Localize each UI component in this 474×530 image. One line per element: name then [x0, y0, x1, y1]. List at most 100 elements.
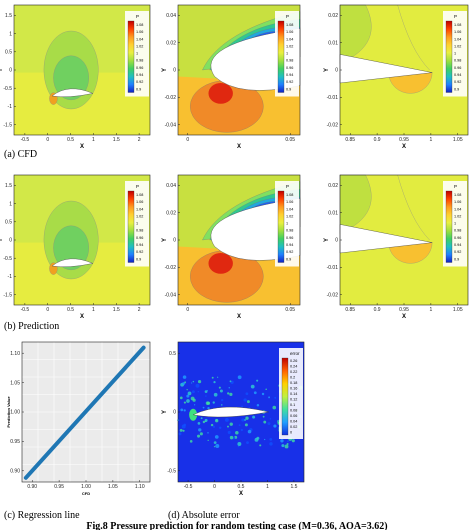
error-speck [179, 396, 183, 400]
x-axis-label: CFD [82, 491, 90, 496]
x-axis-label: X [80, 314, 84, 320]
x-tick-label: -0.5 [184, 484, 193, 490]
colorbar-tick-label: 1 [136, 52, 138, 56]
y-tick-label: 0.5 [169, 351, 176, 357]
y-tick-label: 0 [9, 68, 12, 74]
colorbar-tick-label: 1.08 [454, 193, 461, 197]
error-speck [202, 406, 205, 409]
error-speck [264, 438, 266, 441]
colorbar-tick-label: 1.04 [286, 207, 293, 211]
colorbar-tick-label: 0.18 [290, 381, 297, 385]
contour-region [208, 253, 233, 274]
x-tick-label: 1.05 [453, 137, 463, 143]
y-tick-label: 1.00 [10, 410, 20, 416]
error-speck [183, 409, 186, 412]
colorbar-tick-label: 0.24 [290, 365, 297, 369]
error-speck [206, 390, 208, 392]
colorbar-tick-label: 1.02 [136, 214, 143, 218]
x-tick-label: 0.90 [27, 484, 37, 490]
error-speck [272, 405, 277, 410]
caption-d: (d) Absolute error [168, 510, 240, 521]
error-speck [191, 382, 193, 384]
error-speck [256, 379, 259, 382]
error-speck [227, 430, 231, 434]
colorbar [281, 357, 289, 436]
error-speck [287, 440, 289, 443]
y-axis-label: Y [162, 410, 168, 414]
error-speck [202, 420, 206, 424]
error-speck [186, 394, 190, 398]
colorbar-tick-label: 0.14 [290, 392, 297, 396]
panel: 0.90 0.95 1.00 1.05 1.10 1.10 1.05 1.00 0.95 0.90… [6, 341, 151, 496]
x-tick-label: 0.85 [345, 137, 355, 143]
error-speck [187, 391, 192, 396]
y-axis-label: Y [162, 68, 168, 72]
error-speck [268, 396, 271, 399]
error-speck [244, 419, 246, 421]
y-tick-label: 0 [173, 238, 176, 244]
error-speck [213, 445, 216, 448]
error-speck [228, 387, 230, 389]
contour-region [388, 242, 433, 264]
colorbar [127, 20, 135, 93]
colorbar-tick-label: 1.08 [136, 23, 143, 27]
error-speck [254, 437, 259, 442]
colorbar-tick-label: 0.96 [286, 66, 293, 70]
x-tick-label: 0.9 [374, 307, 381, 313]
y-tick-label: -0.02 [165, 265, 177, 271]
colorbar-tick-label: 1 [286, 52, 288, 56]
y-tick-label: -0.5 [3, 256, 12, 262]
x-tick-label: 1.00 [81, 484, 91, 490]
error-speck [269, 418, 272, 420]
y-tick-label: 0.01 [328, 40, 338, 46]
x-tick-label: 2 [138, 137, 141, 143]
x-tick-label: 0.9 [374, 137, 381, 143]
error-speck [197, 434, 201, 438]
error-speck [204, 418, 208, 422]
colorbar-tick-label: 0.22 [290, 370, 297, 374]
y-tick-label: 0.95 [10, 439, 20, 445]
panel: 0 0.05 0.04 0.02 0 -0.02 -0.04 X Y P 1.08 1.06 1.04 1… [162, 4, 301, 150]
colorbar [277, 190, 285, 263]
colorbar-title: P [454, 184, 457, 189]
error-speck [286, 442, 289, 445]
y-axis-label: Y [324, 68, 330, 72]
error-speck [197, 390, 200, 393]
x-tick-label: 0 [186, 307, 189, 313]
error-speck [192, 380, 195, 383]
panel: 0.85 0.9 0.95 1 1.05 0.02 0.01 0 -0.01 -0.02 X Y P 1.… [324, 4, 469, 150]
colorbar-tick-label: 0.06 [290, 414, 297, 418]
error-speck [247, 429, 252, 434]
colorbar-tick-label: 0.94 [454, 73, 461, 77]
error-speck [198, 428, 202, 432]
x-tick-label: 1.05 [108, 484, 118, 490]
y-tick-label: 0 [335, 238, 338, 244]
y-tick-label: 1.05 [10, 380, 20, 386]
colorbar-tick-label: 0.98 [136, 59, 143, 63]
error-speck [237, 375, 242, 380]
error-speck [227, 425, 229, 428]
y-tick-label: 0 [173, 68, 176, 74]
colorbar [445, 190, 453, 263]
error-speck [205, 401, 210, 406]
x-tick-label: 0.95 [399, 137, 409, 143]
colorbar-tick-label: 0.9 [136, 87, 141, 91]
error-speck [197, 379, 202, 384]
x-tick-label: 1 [92, 307, 95, 313]
error-speck [210, 423, 214, 427]
colorbar-tick-label: 0.98 [136, 229, 143, 233]
y-tick-label: 0.5 [5, 220, 12, 226]
colorbar-tick-label: 1.08 [136, 193, 143, 197]
colorbar-tick-label: 1.02 [136, 44, 143, 48]
colorbar-tick-label: 0.94 [286, 73, 293, 77]
colorbar-title: error [290, 351, 300, 356]
error-speck [269, 437, 273, 441]
error-speck [240, 428, 243, 432]
x-tick-label: 0.85 [345, 307, 355, 313]
error-speck [207, 407, 210, 410]
y-axis-label: Y [0, 68, 4, 72]
error-speck [207, 439, 209, 442]
x-tick-label: 0.95 [399, 307, 409, 313]
colorbar-tick-label: 0.94 [286, 243, 293, 247]
colorbar-tick-label: 0 [290, 431, 292, 435]
